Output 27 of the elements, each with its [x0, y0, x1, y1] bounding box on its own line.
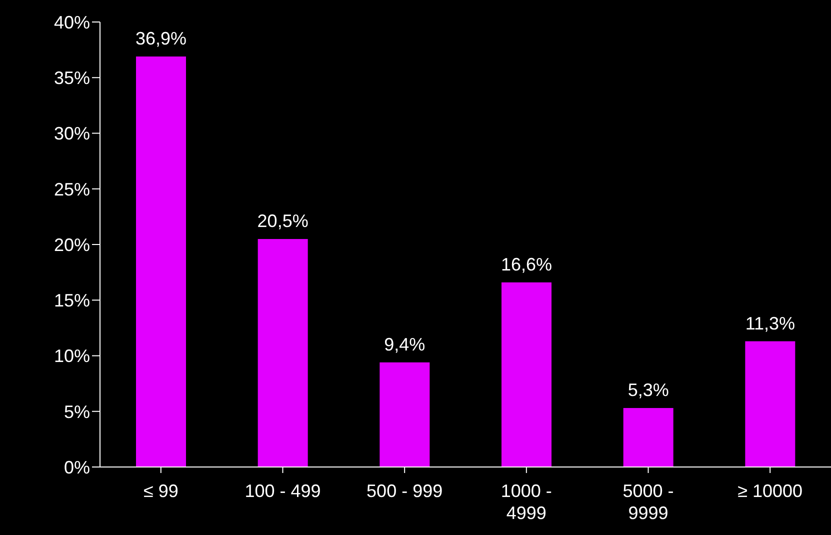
y-tick-label: 15% [54, 290, 90, 311]
data-label: 11,3% [745, 313, 796, 334]
bar [502, 282, 552, 467]
y-tick-label: 35% [54, 68, 90, 88]
x-tick-label: 100 - 499 [244, 481, 321, 501]
y-tick-label: 10% [54, 346, 90, 366]
x-tick-label: 5000 - 9999 [622, 481, 674, 523]
data-label: 5,3% [628, 380, 669, 400]
bar [623, 408, 674, 467]
data-label: 9,4% [384, 334, 426, 354]
x-tick-label: 1000 - 4999 [500, 481, 552, 523]
x-tick-label: ≥ 10000 [738, 481, 803, 501]
data-label: 16,6% [500, 254, 552, 274]
bar [258, 238, 308, 467]
y-tick-label: 40% [54, 12, 90, 32]
data-label: 36,9% [135, 28, 187, 48]
y-tick-label: 20% [54, 234, 90, 255]
x-tick-label: ≤ 99 [143, 481, 178, 501]
bar [136, 56, 186, 467]
bar [380, 362, 430, 467]
y-tick-label: 5% [64, 402, 90, 422]
y-tick-label: 25% [54, 179, 90, 200]
bar [745, 341, 796, 467]
data-label: 20,5% [257, 210, 308, 231]
y-tick-label: 0% [64, 457, 90, 478]
y-tick-label: 30% [54, 124, 90, 144]
x-tick-label: 500 - 999 [366, 481, 443, 501]
